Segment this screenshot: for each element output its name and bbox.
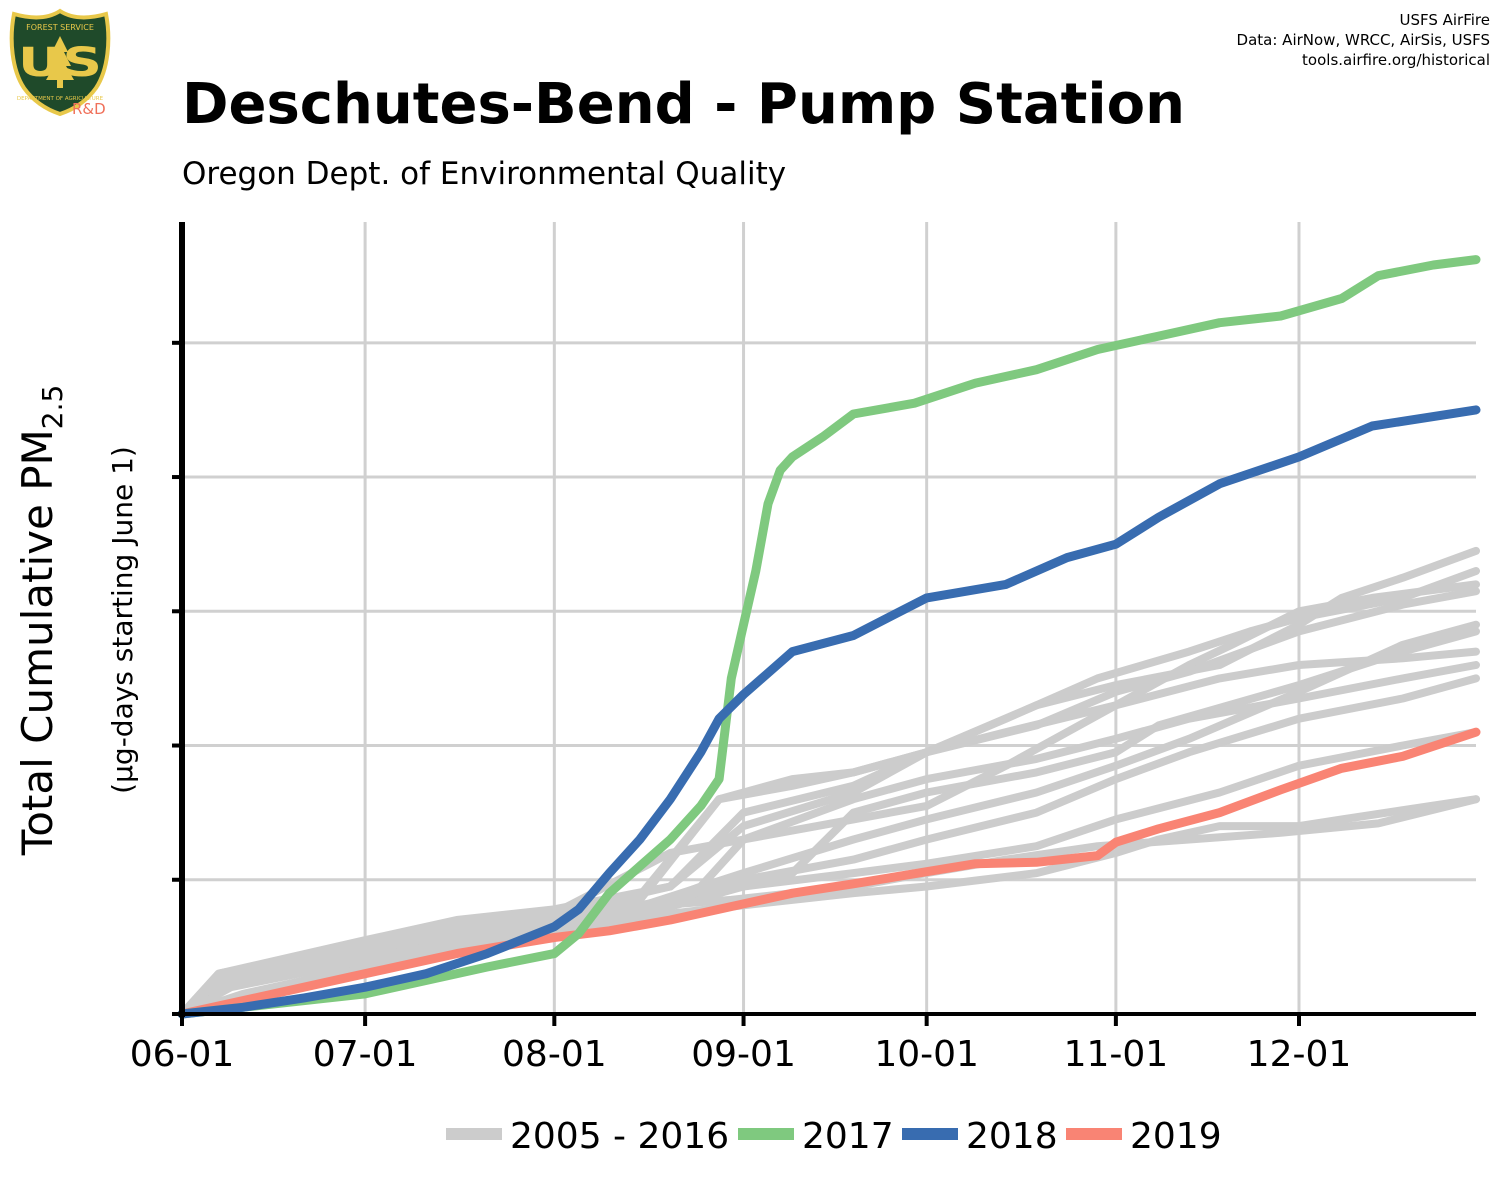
logo-tag: R&D — [72, 100, 106, 118]
series-line-historical — [178, 620, 1480, 1018]
y-axis-subtitle: (µg-days starting June 1) — [106, 446, 139, 794]
legend-label: 2019 — [1130, 1116, 1222, 1157]
x-tick-label: 08-01 — [502, 1034, 607, 1075]
legend: 2005 - 2016 2017 2018 2019 — [446, 1116, 1222, 1157]
logo-top-text: FOREST SERVICE — [26, 23, 94, 32]
series-line-y2018 — [177, 405, 1481, 1019]
y-axis-label: Total Cumulative PM2.5 (µg-days starting… — [13, 385, 139, 857]
usfs-logo: US FOREST SERVICE DEPARTMENT OF AGRICULT… — [8, 8, 112, 117]
grid — [180, 222, 1476, 1016]
chart-title: Deschutes-Bend - Pump Station — [182, 72, 1185, 137]
tree-icon — [46, 36, 74, 88]
series-line-y2017 — [177, 255, 1481, 1019]
x-tick-label: 10-01 — [874, 1034, 979, 1075]
chart-subtitle: Oregon Dept. of Environmental Quality — [182, 156, 787, 192]
credit-line: tools.airfire.org/historical — [1302, 51, 1490, 69]
legend-label: 2018 — [966, 1116, 1058, 1157]
legend-label: 2017 — [802, 1116, 894, 1157]
legend-label: 2005 - 2016 — [510, 1116, 729, 1157]
credits: USFS AirFire Data: AirNow, WRCC, AirSis,… — [1237, 10, 1490, 70]
x-tick-label: 11-01 — [1064, 1034, 1169, 1075]
series-line-historical — [178, 567, 1480, 1018]
y-axis-title: Total Cumulative PM — [13, 429, 62, 856]
logo-bottom-text: DEPARTMENT OF AGRICULTURE — [17, 96, 104, 102]
series-line-historical — [178, 546, 1480, 1018]
svg-text:R&D: R&D — [72, 100, 106, 118]
credit-line: USFS AirFire — [1399, 11, 1490, 29]
logo-main-text: US — [18, 40, 102, 86]
axes: 06-01 07-01 08-01 09-01 10-01 11-01 12-01 — [130, 222, 1476, 1075]
x-tick-label: 06-01 — [130, 1034, 235, 1075]
x-tick-label: 12-01 — [1247, 1034, 1352, 1075]
credit-line: Data: AirNow, WRCC, AirSis, USFS — [1236, 31, 1490, 49]
svg-text:Total Cumulative PM2.5: Total Cumulative PM2.5 — [13, 385, 69, 857]
x-tick-label: 07-01 — [313, 1034, 418, 1075]
x-tick-label: 09-01 — [691, 1034, 796, 1075]
series-lines — [177, 255, 1481, 1019]
y-axis-title-subscript: 2.5 — [36, 385, 69, 430]
